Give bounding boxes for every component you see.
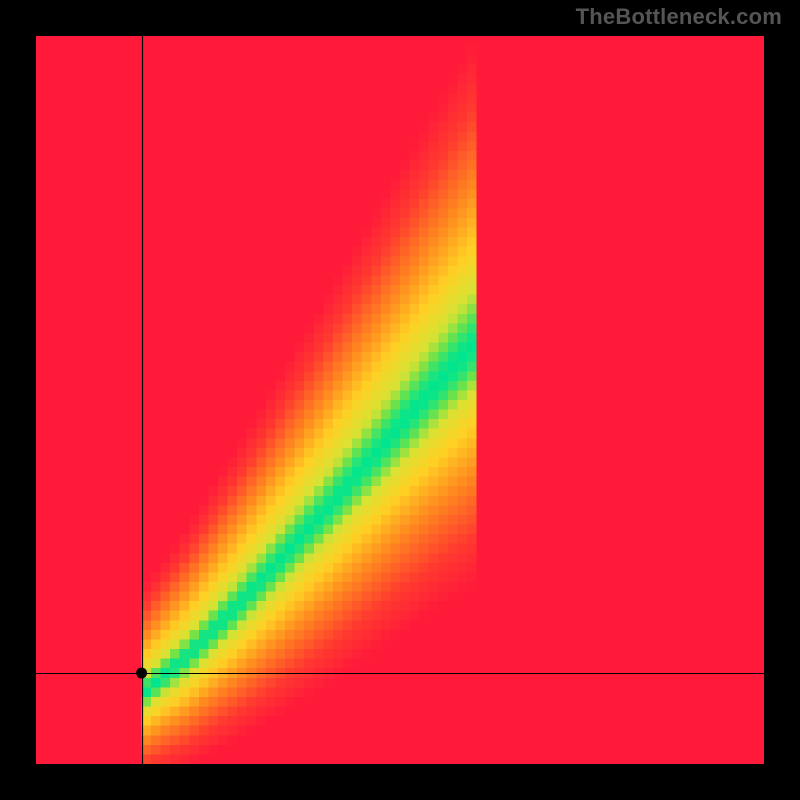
crosshair-overlay [36,36,764,764]
chart-container: { "watermark": { "text": "TheBottleneck.… [0,0,800,800]
watermark-text: TheBottleneck.com [576,4,782,30]
